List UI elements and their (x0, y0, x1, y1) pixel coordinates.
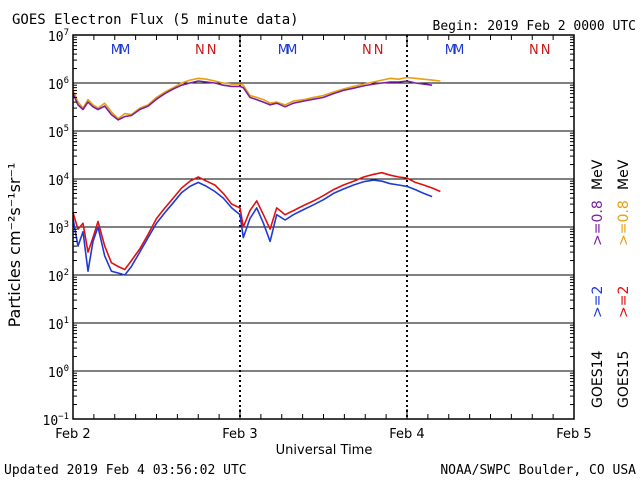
chart-title: GOES Electron Flux (5 minute data) (12, 12, 299, 28)
y-tick-label: 104 (48, 172, 69, 189)
x-tick-label: Feb 4 (389, 427, 424, 442)
plot-frame (72, 34, 575, 420)
y-tick-label: 102 (48, 268, 69, 285)
y-tick-label: 107 (48, 28, 69, 45)
series-goes15-08mev (72, 76, 441, 120)
legend-goes15: GOES15 (616, 351, 632, 408)
series-goes14-08mev (72, 80, 433, 121)
series-goes14-2mev (72, 179, 433, 276)
x-tick-label: Feb 5 (556, 427, 591, 442)
source-credit: NOAA/SWPC Boulder, CO USA (440, 463, 636, 478)
y-tick-label: 100 (48, 364, 69, 381)
y-axis-label: Particles cm⁻²s⁻¹sr⁻¹ (5, 163, 24, 328)
marker-m: M (453, 43, 464, 58)
marker-m: M (445, 43, 456, 58)
marker-n: N (362, 43, 372, 58)
legend-goes15-mev: MeV (616, 159, 632, 190)
y-tick-label: 106 (48, 76, 69, 93)
y-tick-label: 105 (48, 124, 69, 141)
legend-goes15-ge2: >=2 (616, 286, 632, 318)
legend-goes14: GOES14 (590, 350, 606, 408)
legend-goes15-ge08: >=0.8 (616, 200, 632, 246)
marker-m: M (286, 43, 297, 58)
legend-goes14-mev: MeV (590, 159, 606, 190)
marker-n: N (207, 43, 217, 58)
updated-timestamp: Updated 2019 Feb 4 03:56:02 UTC (4, 463, 247, 478)
x-tick-label: Feb 2 (55, 427, 90, 442)
x-axis-label: Universal Time (276, 443, 373, 458)
marker-m: M (119, 43, 130, 58)
x-tick-label: Feb 3 (222, 427, 257, 442)
legend-goes14-ge08: >=0.8 (590, 200, 606, 246)
y-tick-label: 103 (48, 220, 69, 237)
marker-n: N (541, 43, 551, 58)
legend-goes14-ge2: >=2 (590, 286, 606, 318)
y-tick-label: 101 (48, 316, 69, 333)
marker-m: M (278, 43, 289, 58)
marker-m: M (111, 43, 122, 58)
series-goes15-2mev (72, 171, 441, 271)
begin-label: Begin: 2019 Feb 2 0000 UTC (433, 19, 637, 34)
marker-n: N (195, 43, 205, 58)
marker-n: N (529, 43, 539, 58)
y-tick-label: 10−1 (43, 412, 70, 429)
marker-n: N (374, 43, 384, 58)
